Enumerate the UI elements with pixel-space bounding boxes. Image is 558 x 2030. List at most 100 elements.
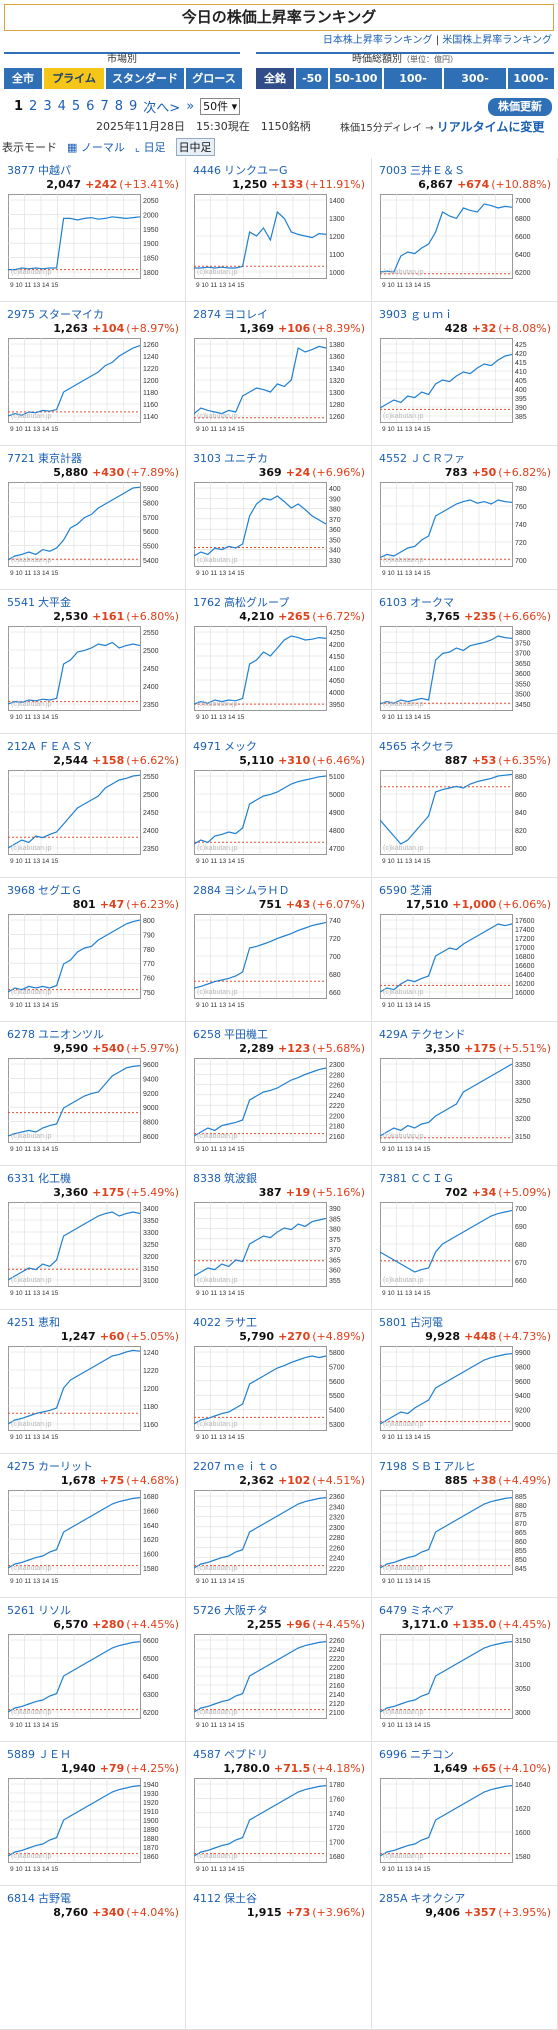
stock-code[interactable]: 4552 bbox=[379, 452, 407, 465]
stock-code[interactable]: 3103 bbox=[193, 452, 221, 465]
stock-card[interactable]: 2874 ヨコレイ 1,369 +106 (+8.39%) 1380 1360 1340 132… bbox=[186, 302, 372, 446]
stock-card[interactable]: 3877 中越パ 2,047 +242 (+13.41%) 2050 2000 1950 190… bbox=[0, 158, 186, 302]
cap-under50-button[interactable]: -50 bbox=[296, 68, 328, 89]
stock-name[interactable]: 筑波銀 bbox=[224, 1172, 257, 1185]
stock-name[interactable]: ＣＣＩＧ bbox=[410, 1172, 454, 1185]
stock-name[interactable]: オークマ bbox=[410, 596, 454, 609]
refresh-button[interactable]: 株価更新 bbox=[488, 98, 552, 116]
stock-name[interactable]: 芝浦 bbox=[410, 884, 432, 897]
intraday-chart[interactable]: 1260 1240 1220 1200 1180 1160 1140 (c)kabutan.j… bbox=[8, 338, 178, 436]
stock-code[interactable]: 212A bbox=[7, 740, 36, 753]
stock-code[interactable]: 2975 bbox=[7, 308, 35, 321]
stock-name[interactable]: ＪＣＲファ bbox=[410, 452, 465, 465]
intraday-chart[interactable]: 3150 3100 3050 3000 (c)kabutan.jp 9 10 11 13 … bbox=[380, 1634, 550, 1732]
stock-name[interactable]: ニチコン bbox=[410, 1748, 454, 1761]
stock-code[interactable]: 6479 bbox=[379, 1604, 407, 1617]
stock-name[interactable]: カーリット bbox=[38, 1460, 93, 1473]
intraday-chart[interactable]: 7000 6800 6600 6400 6200 (c)kabutan.jp 9 10 11… bbox=[380, 194, 550, 292]
mode-daily-button[interactable]: ⌞ 日足 bbox=[135, 139, 166, 155]
stock-card[interactable]: 285A キオクシア 9,406 +357 (+3.95%) bbox=[372, 1886, 558, 2030]
stock-name[interactable]: セグエＧ bbox=[38, 884, 82, 897]
stock-code[interactable]: 7721 bbox=[7, 452, 35, 465]
stock-code[interactable]: 3968 bbox=[7, 884, 35, 897]
stock-code[interactable]: 6258 bbox=[193, 1028, 221, 1041]
stock-name[interactable]: リソル bbox=[38, 1604, 71, 1617]
stock-code[interactable]: 8338 bbox=[193, 1172, 221, 1185]
intraday-chart[interactable]: 1400 1300 1200 1100 1000 (c)kabutan.jp 9 10 11… bbox=[194, 194, 364, 292]
intraday-chart[interactable]: 5100 5000 4900 4800 4700 (c)kabutan.jp 9 10 11… bbox=[194, 770, 364, 868]
stock-name[interactable]: ペプドリ bbox=[224, 1748, 268, 1761]
cap-1000plus-button[interactable]: 1000- bbox=[508, 68, 554, 89]
intraday-chart[interactable]: 5900 5800 5700 5600 5500 5400 (c)kabutan.jp 9 1… bbox=[8, 482, 178, 580]
stock-code[interactable]: 2207 bbox=[193, 1460, 221, 1473]
stock-card[interactable]: 5261 リソル 6,570 +280 (+4.45%) 6600 6500 6400 6300… bbox=[0, 1598, 186, 1742]
market-all-button[interactable]: 全市場 bbox=[4, 68, 42, 106]
stock-code[interactable]: 4971 bbox=[193, 740, 221, 753]
stock-code[interactable]: 6278 bbox=[7, 1028, 35, 1041]
stock-code[interactable]: 7381 bbox=[379, 1172, 407, 1185]
stock-code[interactable]: 429A bbox=[379, 1028, 408, 1041]
stock-code[interactable]: 5726 bbox=[193, 1604, 221, 1617]
stock-card[interactable]: 4587 ペプドリ 1,780.0 +71.5 (+4.18%) 1780 1760 1740… bbox=[186, 1742, 372, 1886]
stock-name[interactable]: 古河電 bbox=[410, 1316, 443, 1329]
intraday-chart[interactable]: 2050 2000 1950 1900 1850 1800 (c)kabutan.jp 9 1… bbox=[8, 194, 178, 292]
stock-name[interactable]: ミネベア bbox=[410, 1604, 454, 1617]
stock-card[interactable]: 7198 ＳＢＩアルヒ 885 +38 (+4.49%) 885 880 875 870 865 8… bbox=[372, 1454, 558, 1598]
stock-card[interactable]: 6258 平田機工 2,289 +123 (+5.68%) 2300 2280 2260 224… bbox=[186, 1022, 372, 1166]
intraday-chart[interactable]: 425 420 415 410 405 400 395 390 385 (c)kabutan.jp… bbox=[380, 338, 550, 436]
realtime-link[interactable]: リアルタイムに変更 bbox=[436, 120, 545, 134]
next-page-link[interactable]: 次へ> bbox=[143, 101, 181, 116]
stock-code[interactable]: 7003 bbox=[379, 164, 407, 177]
stock-code[interactable]: 1762 bbox=[193, 596, 221, 609]
stock-card[interactable]: 6278 ユニオンツル 9,590 +540 (+5.97%) 9600 9400 9200 9… bbox=[0, 1022, 186, 1166]
intraday-chart[interactable]: 2550 2500 2450 2400 2350 (c)kabutan.jp 9 10 11… bbox=[8, 770, 178, 868]
last-page-link[interactable]: » bbox=[186, 99, 195, 114]
stock-card[interactable]: 6590 芝浦 17,510 +1,000 (+6.06%) 17600 17400 1720… bbox=[372, 878, 558, 1022]
stock-name[interactable]: 高松グループ bbox=[224, 596, 290, 609]
intraday-chart[interactable]: 5800 5700 5600 5500 5400 5300 (c)kabutan.jp 9 1… bbox=[194, 1346, 364, 1444]
stock-name[interactable]: ｍｅｉｔｏ bbox=[224, 1460, 279, 1473]
stock-name[interactable]: 三井Ｅ＆Ｓ bbox=[410, 164, 465, 177]
stock-name[interactable]: スターマイカ bbox=[38, 308, 104, 321]
stock-name[interactable]: ネクセラ bbox=[410, 740, 454, 753]
cap-300-1000-button[interactable]: 300-1000 bbox=[444, 68, 506, 106]
intraday-chart[interactable]: 1240 1220 1200 1180 1160 (c)kabutan.jp 9 10 11… bbox=[8, 1346, 178, 1444]
stock-card[interactable]: 429A テクセンド 3,350 +175 (+5.51%) 3350 3300 3250 32… bbox=[372, 1022, 558, 1166]
stock-name[interactable]: 中越パ bbox=[38, 164, 71, 177]
page-5[interactable]: 5 bbox=[71, 99, 81, 114]
stock-card[interactable]: 5541 大平金 2,530 +161 (+6.80%) 2550 2500 2450 2400… bbox=[0, 590, 186, 734]
stock-code[interactable]: 4022 bbox=[193, 1316, 221, 1329]
stock-card[interactable]: 6996 ニチコン 1,649 +65 (+4.10%) 1640 1620 1600 1580… bbox=[372, 1742, 558, 1886]
intraday-chart[interactable]: 9600 9400 9200 9000 8800 8600 (c)kabutan.jp 9 1… bbox=[8, 1058, 178, 1156]
stock-name[interactable]: ユニオンツル bbox=[38, 1028, 104, 1041]
intraday-chart[interactable]: 17600 17400 17200 17000 16800 16600 16400 16200… bbox=[380, 914, 550, 1012]
market-prime-button[interactable]: プライム bbox=[44, 68, 104, 89]
stock-name[interactable]: 恵和 bbox=[38, 1316, 60, 1329]
page-6[interactable]: 6 bbox=[86, 99, 95, 114]
stock-card[interactable]: 7381 ＣＣＩＧ 702 +34 (+5.09%) 700 690 680 670 660 (c)… bbox=[372, 1166, 558, 1310]
stock-name[interactable]: ｇｕｍｉ bbox=[410, 308, 454, 321]
stock-name[interactable]: 保土谷 bbox=[224, 1892, 257, 1905]
stock-card[interactable]: 4971 メック 5,110 +310 (+6.46%) 5100 5000 4900 4800… bbox=[186, 734, 372, 878]
stock-code[interactable]: 4446 bbox=[193, 164, 221, 177]
stock-card[interactable]: 6103 オークマ 3,765 +235 (+6.66%) 3800 3750 3700 365… bbox=[372, 590, 558, 734]
stock-card[interactable]: 2975 スターマイカ 1,263 +104 (+8.97%) 1260 1240 1220 1… bbox=[0, 302, 186, 446]
stock-card[interactable]: 4446 リンクユーG 1,250 +133 (+11.91%) 1400 1300 1200… bbox=[186, 158, 372, 302]
intraday-chart[interactable]: 2300 2280 2260 2240 2220 2200 2180 2160 (c)kabut… bbox=[194, 1058, 364, 1156]
stock-code[interactable]: 6331 bbox=[7, 1172, 35, 1185]
intraday-chart[interactable]: 6600 6500 6400 6300 6200 (c)kabutan.jp 9 10 11… bbox=[8, 1634, 178, 1732]
stock-code[interactable]: 4587 bbox=[193, 1748, 221, 1761]
intraday-chart[interactable]: 3350 3300 3250 3200 3150 (c)kabutan.jp 9 10 11… bbox=[380, 1058, 550, 1156]
stock-name[interactable]: 化工機 bbox=[38, 1172, 71, 1185]
intraday-chart[interactable]: 885 880 875 870 865 860 855 850 845 (c)kabutan.jp… bbox=[380, 1490, 550, 1588]
intraday-chart[interactable]: 2550 2500 2450 2400 2350 (c)kabutan.jp 9 10 11… bbox=[8, 626, 178, 724]
stock-code[interactable]: 2874 bbox=[193, 308, 221, 321]
stock-name[interactable]: 古野電 bbox=[38, 1892, 71, 1905]
stock-card[interactable]: 5801 古河電 9,928 +448 (+4.73%) 9900 9800 9600 9400… bbox=[372, 1310, 558, 1454]
stock-name[interactable]: リンクユーG bbox=[224, 164, 288, 177]
page-3[interactable]: 3 bbox=[43, 99, 52, 114]
stock-name[interactable]: ＳＢＩアルヒ bbox=[410, 1460, 476, 1473]
stock-name[interactable]: メック bbox=[224, 740, 257, 753]
intraday-chart[interactable]: 390 385 380 375 370 365 360 355 (c)kabutan.jp 9 1… bbox=[194, 1202, 364, 1300]
intraday-chart[interactable]: 2360 2340 2320 2300 2280 2260 2240 2220 (c)kabut… bbox=[194, 1490, 364, 1588]
